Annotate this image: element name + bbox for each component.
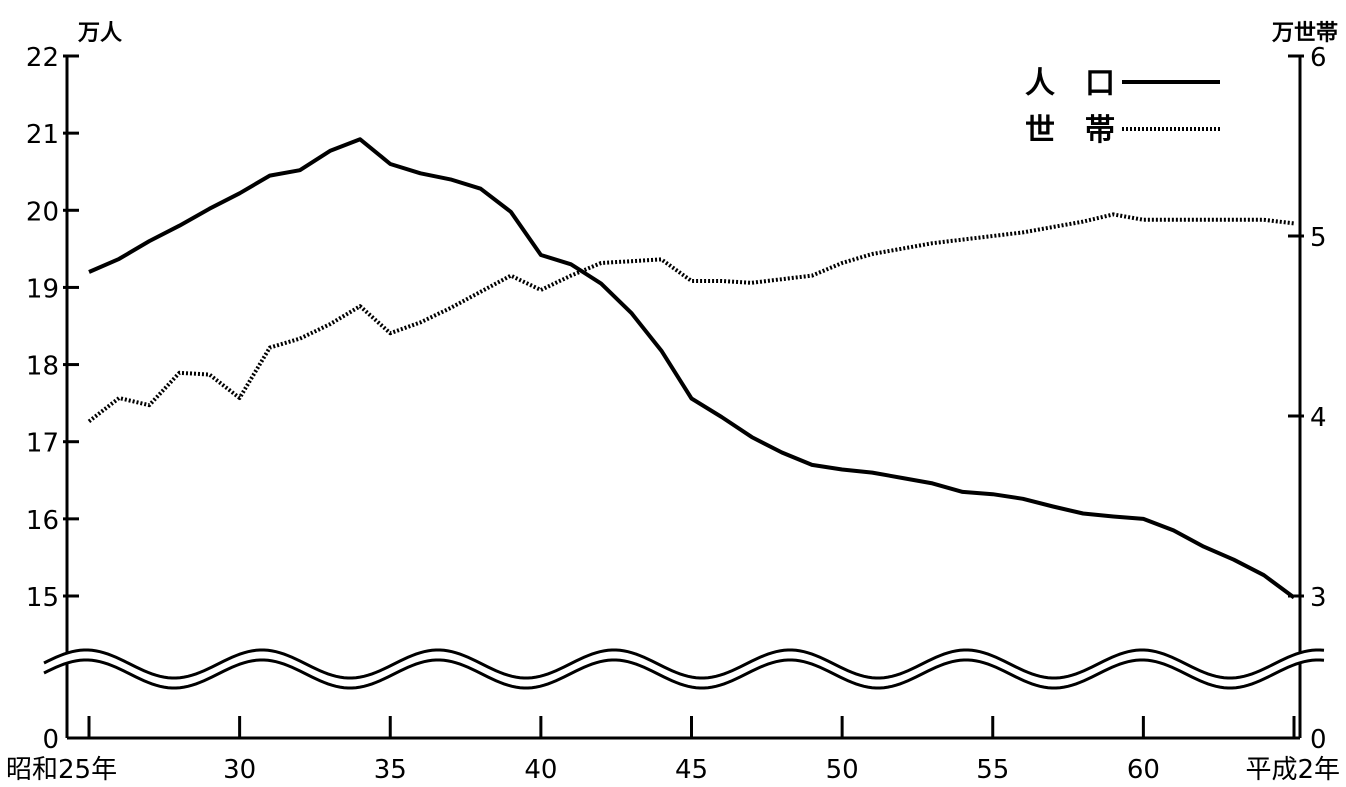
right-tick-label: 6 (1310, 43, 1327, 73)
x-tick-label: 30 (223, 755, 256, 785)
series-line-households (87, 212, 1295, 423)
x-tick-label: 35 (374, 755, 407, 785)
left-tick-label: 21 (26, 120, 59, 150)
axis-break-band (44, 650, 1324, 692)
x-tick-label: 55 (976, 755, 1009, 785)
axis-break-wave-upper (43, 648, 1325, 680)
left-axis-unit: 万人 (77, 21, 122, 46)
right-tick-label: 4 (1310, 403, 1327, 433)
legend-label: 人 口 (1025, 66, 1115, 101)
right-tick-label: 0 (1310, 725, 1327, 755)
legend-label: 世 帯 (1025, 113, 1115, 148)
left-tick-label: 15 (26, 583, 59, 613)
left-tick-label: 18 (26, 352, 59, 382)
left-axis-ticks: 22 21 20 19 18 17 16 15 0 (26, 43, 79, 755)
right-tick-label: 3 (1310, 583, 1327, 613)
left-tick-label: 16 (26, 506, 59, 536)
left-tick-label: 19 (26, 274, 59, 304)
x-tick-label: 昭和25年 (6, 755, 117, 785)
x-axis-ticks: 昭和25年 30 35 40 45 50 55 60 平成2年 (6, 716, 1340, 785)
series-layer (87, 137, 1296, 600)
x-tick-label: 平成2年 (1245, 755, 1340, 785)
series-line-population (88, 137, 1296, 600)
left-tick-label: 17 (26, 429, 59, 459)
left-tick-label: 20 (26, 197, 59, 227)
x-tick-label: 60 (1127, 755, 1160, 785)
x-tick-label: 50 (826, 755, 859, 785)
left-tick-label: 0 (42, 725, 59, 755)
x-tick-label: 45 (675, 755, 708, 785)
legend: 人 口世 帯 (1025, 66, 1220, 148)
x-tick-label: 40 (524, 755, 557, 785)
axis-break-wave-lower (43, 658, 1325, 690)
right-axis-unit: 万世帯 (1271, 20, 1338, 46)
axes (65, 56, 1302, 740)
axis-break-mark (43, 648, 1325, 692)
right-axis-ticks: 6 5 4 3 0 (1288, 43, 1327, 755)
right-tick-label: 5 (1310, 223, 1327, 253)
left-tick-label: 22 (26, 43, 59, 73)
